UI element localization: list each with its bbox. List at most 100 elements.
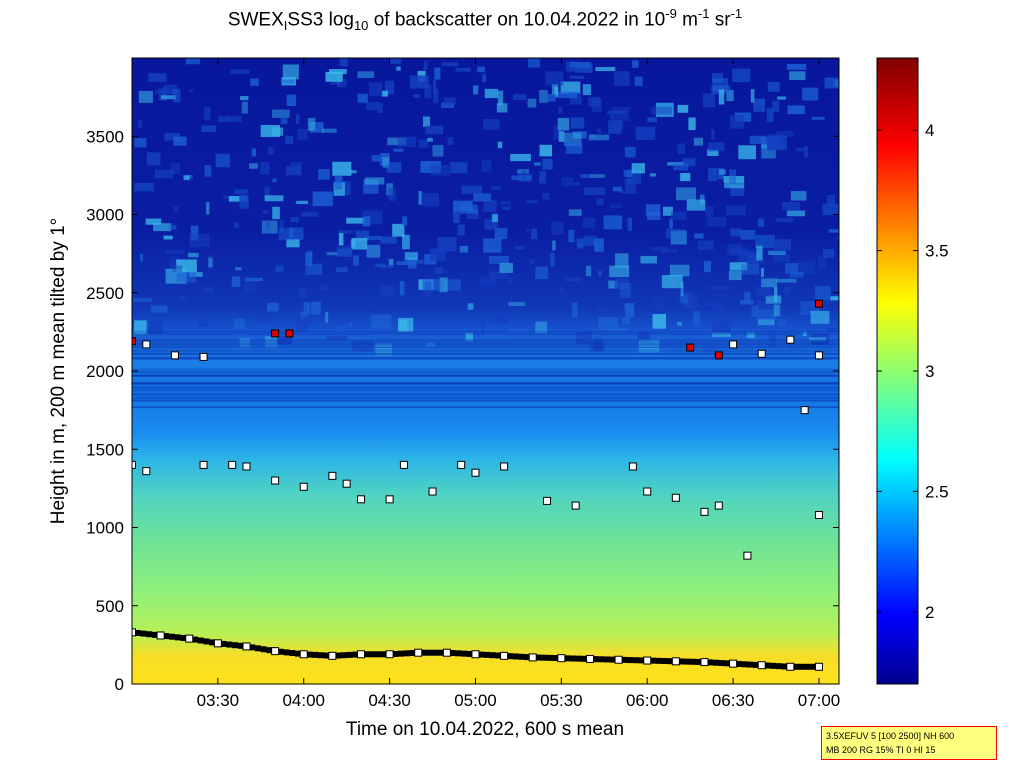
texture-speck [163, 235, 173, 240]
texture-speck [828, 229, 839, 233]
texture-speck [204, 165, 212, 177]
texture-speck [176, 259, 197, 273]
texture-speck [489, 271, 508, 279]
texture-speck [388, 187, 397, 201]
texture-speck [499, 262, 513, 273]
texture-speck [185, 58, 200, 65]
surface-layer-marker [132, 628, 136, 637]
texture-speck [580, 173, 592, 179]
mid-layer-marker [199, 460, 208, 469]
texture-speck [528, 259, 535, 265]
texture-speck [432, 145, 444, 157]
texture-speck [802, 332, 807, 337]
surface-layer-dash [134, 629, 141, 636]
texture-speck [729, 169, 737, 184]
texture-speck [765, 295, 782, 304]
texture-speck [186, 174, 193, 179]
texture-speck [761, 278, 778, 288]
texture-speck [198, 314, 209, 327]
y-tick-label: 0 [115, 675, 124, 694]
texture-speck [686, 199, 706, 211]
texture-speck [511, 175, 532, 181]
texture-speck [682, 158, 696, 167]
surface-layer-dash [667, 658, 674, 665]
texture-speck [447, 137, 454, 146]
texture-speck [772, 100, 780, 112]
texture-speck [598, 316, 618, 331]
texture-speck [303, 302, 311, 315]
texture-speck [491, 185, 501, 190]
texture-speck [134, 137, 147, 148]
texture-streak [132, 375, 839, 377]
texture-speck [477, 66, 485, 73]
surface-layer-dash [638, 657, 645, 664]
surface-layer-dash [432, 649, 439, 656]
texture-speck [547, 314, 553, 319]
texture-speck [655, 102, 674, 117]
texture-speck [351, 238, 368, 250]
texture-speck [336, 245, 353, 254]
texture-speck [457, 224, 465, 236]
texture-speck [680, 293, 688, 303]
texture-speck [473, 193, 492, 202]
texture-speck [150, 305, 168, 313]
surface-layer-dash [369, 651, 376, 658]
texture-speck [675, 187, 696, 201]
texture-speck [610, 204, 622, 208]
texture-speck [365, 236, 382, 240]
texture-streak [132, 340, 839, 343]
texture-streak [132, 352, 839, 355]
surface-layer-dash [449, 650, 456, 657]
texture-speck [138, 119, 143, 129]
texture-speck [335, 327, 344, 333]
x-axis: 03:30 04:00 04:30 05:00 05:30 06:00 06:30 07:00 [197, 58, 840, 710]
texture-speck [718, 89, 725, 105]
surface-layer-dash [254, 645, 261, 652]
texture-streak [132, 382, 839, 384]
surface-layer-dash [747, 661, 754, 668]
texture-speck [677, 321, 682, 326]
texture-speck [444, 97, 456, 105]
texture-speck [155, 169, 174, 179]
texture-speck [228, 196, 248, 202]
texture-speck [659, 334, 670, 349]
texture-speck [280, 116, 288, 125]
surface-layer-dash [546, 654, 553, 661]
texture-speck [773, 239, 792, 251]
texture-speck [178, 295, 187, 302]
texture-speck [481, 322, 485, 335]
texture-speck [402, 234, 410, 250]
texture-speck [708, 142, 725, 152]
texture-speck [483, 238, 502, 253]
texture-speck [277, 336, 292, 345]
texture-speck [275, 265, 284, 272]
texture-speck [288, 227, 304, 240]
x-tick-label: 06:30 [712, 691, 755, 710]
x-axis-label: Time on 10.04.2022, 600 s mean [346, 719, 624, 740]
texture-speck [338, 233, 344, 246]
texture-speck [810, 310, 830, 324]
mid-layer-marker [132, 460, 136, 469]
texture-speck [584, 187, 605, 196]
texture-streak [132, 393, 839, 395]
texture-speck [139, 253, 144, 262]
surface-layer-dash [707, 659, 714, 666]
texture-speck [396, 66, 401, 71]
texture-speck [138, 90, 153, 103]
texture-speck [188, 89, 194, 93]
texture-speck [392, 223, 405, 237]
texture-speck [625, 146, 636, 158]
texture-speck [740, 229, 756, 240]
surface-layer-dash [598, 656, 605, 663]
texture-speck [558, 288, 565, 293]
surface-layer-marker [414, 648, 423, 657]
surface-layer-dash [718, 660, 725, 667]
texture-speck [632, 60, 639, 68]
texture-streak [132, 343, 839, 345]
texture-speck [483, 200, 497, 212]
texture-speck [409, 75, 429, 89]
texture-speck [453, 210, 460, 223]
texture-speck [670, 211, 687, 220]
texture-speck [386, 162, 402, 173]
texture-speck [206, 202, 210, 215]
